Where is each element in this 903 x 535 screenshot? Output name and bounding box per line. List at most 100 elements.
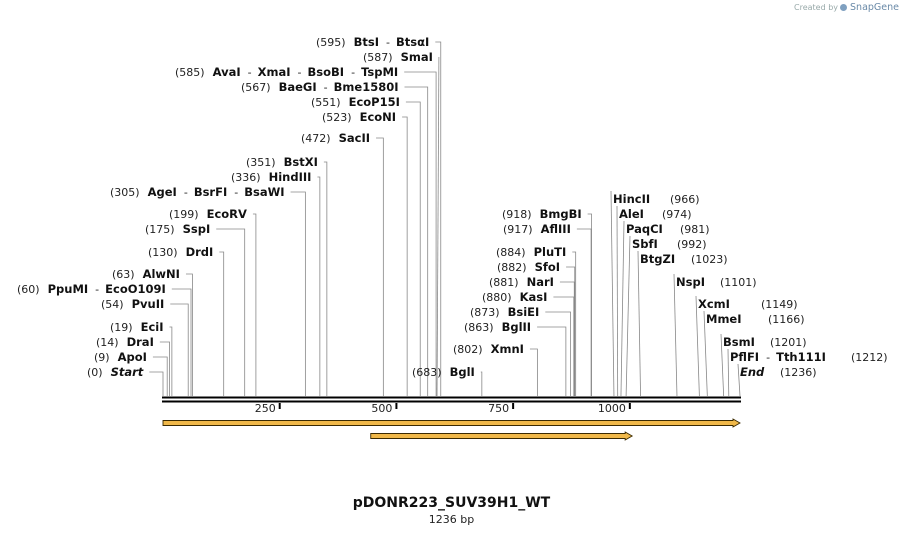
enzyme-label-drdi: (130) DrdI bbox=[148, 245, 213, 259]
leader-line bbox=[317, 176, 321, 396]
enzyme-label-sspi: (175) SspI bbox=[145, 222, 210, 236]
enzyme-name: BglII bbox=[502, 320, 532, 334]
enzyme-name: XmnI bbox=[491, 342, 524, 356]
enzyme-name: EcoP15I bbox=[349, 95, 400, 109]
cut-position: (585) bbox=[175, 66, 205, 79]
leader-line bbox=[559, 281, 575, 396]
cut-position: (802) bbox=[453, 343, 483, 356]
enzyme-name: KasI bbox=[520, 290, 548, 304]
cut-position: (1236) bbox=[780, 366, 817, 379]
enzyme-label-xmni: (802) XmnI bbox=[453, 342, 524, 356]
enzyme-name: BtsαI bbox=[396, 35, 429, 49]
enzyme-name: PpuMI bbox=[48, 282, 89, 296]
enzyme-name: XcmI bbox=[698, 297, 730, 311]
cut-position: (472) bbox=[301, 132, 331, 145]
ruler-tick-label: 1000 bbox=[598, 402, 626, 415]
cut-position: (567) bbox=[241, 81, 271, 94]
enzyme-name: Tth111I bbox=[776, 350, 826, 364]
enzyme-label-avai-xmai-bsobi-tspmi: (585) AvaI - XmaI - BsoBI - TspMI bbox=[175, 65, 398, 79]
cut-position: (351) bbox=[246, 156, 276, 169]
leader-line bbox=[545, 311, 571, 396]
enzyme-label-alwni: (63) AlwNI bbox=[112, 267, 180, 281]
leader-line bbox=[170, 303, 189, 396]
ruler-ticks: 250 500 750 1000 bbox=[255, 402, 631, 415]
cut-position: (523) bbox=[322, 111, 352, 124]
cut-position: (54) bbox=[101, 298, 124, 311]
leader-line bbox=[720, 333, 725, 397]
cut-position: (683) bbox=[412, 366, 442, 379]
enzyme-name: PvuII bbox=[132, 297, 165, 311]
cut-position: (882) bbox=[497, 261, 527, 274]
enzyme-label-ecorv: (199) EcoRV bbox=[169, 207, 247, 221]
cut-position: (1212) bbox=[851, 351, 888, 364]
cut-position: (881) bbox=[489, 276, 519, 289]
cut-position: (873) bbox=[470, 306, 500, 319]
enzyme-name: SspI bbox=[183, 222, 211, 236]
enzyme-label-pluti: (884) PluTI bbox=[496, 245, 566, 259]
cut-position: (1149) bbox=[761, 298, 798, 311]
enzyme-label-baegi-bme1580i: (567) BaeGI - Bme1580I bbox=[241, 80, 398, 94]
cut-position: (336) bbox=[231, 171, 261, 184]
leader-line bbox=[152, 356, 168, 396]
enzyme-label-ppumi-ecoo109i: (60) PpuMI - EcoO109I bbox=[17, 282, 166, 296]
separator: - bbox=[351, 66, 355, 79]
enzyme-label-bmgbi: (918) BmgBI bbox=[502, 207, 582, 221]
separator: - bbox=[298, 66, 302, 79]
enzyme-name: DraI bbox=[127, 335, 154, 349]
enzyme-name: XmaI bbox=[258, 65, 291, 79]
leader-line bbox=[625, 235, 631, 397]
enzyme-name: SfoI bbox=[535, 260, 560, 274]
cut-position: (14) bbox=[96, 336, 119, 349]
enzyme-name: Bme1580I bbox=[334, 80, 399, 94]
enzyme-label-kasi: (880) KasI bbox=[482, 290, 547, 304]
enzyme-name: NspI bbox=[676, 275, 705, 289]
enzyme-name: AgeI bbox=[148, 185, 177, 199]
leader-line bbox=[566, 266, 576, 396]
enzyme-label-agei-bsrfi-bsawi: (305) AgeI - BsrFI - BsaWI bbox=[110, 185, 285, 199]
snapgene-logo-icon bbox=[840, 4, 848, 11]
separator: - bbox=[95, 283, 99, 296]
enzyme-name: BtgZI bbox=[640, 252, 675, 266]
enzyme-label-pflfi-tth111i: PflFI - Tth111I (1212) bbox=[730, 350, 888, 364]
leader-line bbox=[405, 101, 421, 396]
leader-line bbox=[637, 250, 641, 397]
leader-line bbox=[171, 288, 192, 396]
enzyme-name: TspMI bbox=[361, 65, 398, 79]
leader-line bbox=[404, 86, 429, 396]
cut-position: (918) bbox=[502, 208, 532, 221]
plasmid-length: 1236 bp bbox=[428, 513, 475, 526]
cut-position: (966) bbox=[670, 193, 700, 206]
enzyme-label-apoi: (9) ApoI bbox=[94, 350, 147, 364]
enzyme-name: PluTI bbox=[534, 245, 567, 259]
cut-position: (1201) bbox=[770, 336, 807, 349]
enzyme-label-sacii: (472) SacII bbox=[301, 131, 370, 145]
enzyme-name: BsmI bbox=[723, 335, 755, 349]
enzyme-name: PaqCI bbox=[626, 222, 663, 236]
enzyme-label-pvuii: (54) PvuII bbox=[101, 297, 164, 311]
enzyme-label-start: (0) Start bbox=[87, 365, 144, 379]
enzyme-name: ApoI bbox=[118, 350, 147, 364]
enzyme-name: HincII bbox=[613, 192, 650, 206]
leader-line bbox=[252, 213, 257, 396]
separator: - bbox=[386, 36, 390, 49]
leader-line bbox=[149, 371, 164, 396]
enzyme-label-sbfi: SbfI (992) bbox=[632, 237, 707, 251]
enzyme-name: AflIII bbox=[541, 222, 571, 236]
leader-line bbox=[216, 228, 246, 396]
enzyme-name: EcoNI bbox=[360, 110, 396, 124]
feature-arrows bbox=[162, 418, 741, 441]
leader-line bbox=[376, 137, 384, 396]
enzyme-name: AleI bbox=[619, 207, 644, 221]
created-by-text: Created by bbox=[794, 3, 839, 12]
enzyme-label-hincii: HincII (966) bbox=[613, 192, 700, 206]
snapgene-watermark: Created by SnapGene bbox=[794, 2, 899, 13]
leader-line bbox=[610, 190, 615, 397]
enzyme-label-bgli: (683) BglI bbox=[412, 365, 475, 379]
enzyme-label-bsmi: BsmI (1201) bbox=[723, 335, 807, 349]
enzyme-name: AvaI bbox=[213, 65, 241, 79]
enzyme-labels: (595) BtsI - BtsαI(587) SmaI(585) AvaI - XmaI - B… bbox=[17, 35, 888, 379]
enzyme-name: PflFI bbox=[730, 350, 759, 364]
enzyme-label-smai: (587) SmaI bbox=[363, 50, 433, 64]
enzyme-label-hindiii: (336) HindIII bbox=[231, 170, 311, 184]
